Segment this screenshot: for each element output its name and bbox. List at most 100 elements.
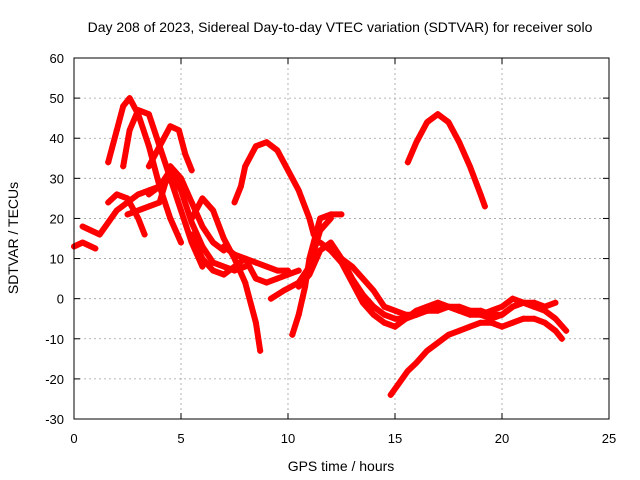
data-point xyxy=(317,215,324,222)
data-point xyxy=(381,303,388,310)
data-point xyxy=(156,183,163,190)
data-point xyxy=(257,347,264,354)
data-point xyxy=(124,195,131,202)
data-series xyxy=(71,95,570,398)
data-point xyxy=(424,347,431,354)
data-point xyxy=(466,163,473,170)
data-point xyxy=(466,323,473,330)
data-point xyxy=(252,259,259,266)
data-point xyxy=(178,187,184,194)
data-point xyxy=(396,379,403,386)
data-point xyxy=(434,303,441,310)
data-point xyxy=(434,111,441,118)
data-point xyxy=(79,223,86,230)
data-point xyxy=(182,151,189,158)
data-point xyxy=(509,303,516,310)
data-point xyxy=(317,239,324,246)
data-point xyxy=(349,279,356,286)
data-point xyxy=(135,191,142,198)
data-point xyxy=(113,191,120,198)
y-tick-label: 60 xyxy=(50,51,64,66)
data-point xyxy=(124,211,131,218)
data-point xyxy=(167,167,174,174)
data-point xyxy=(145,203,152,210)
data-point xyxy=(488,307,495,314)
axis-ticks: 0 5 10 15 20 25 -30 -20 -10 0 10 20 30 40 50 60 xyxy=(45,51,616,446)
chart-title: Day 208 of 2023, Sidereal Day-to-day VTE… xyxy=(88,19,593,35)
data-point xyxy=(359,299,366,306)
plot-frame xyxy=(73,57,610,420)
y-tick-label: -10 xyxy=(45,332,64,347)
data-point xyxy=(481,203,488,210)
data-point xyxy=(306,215,313,222)
data-point xyxy=(220,243,227,250)
y-tick-label: 40 xyxy=(50,131,64,146)
data-point xyxy=(252,275,259,282)
data-point xyxy=(285,167,291,174)
data-point xyxy=(263,263,270,270)
data-point xyxy=(188,231,195,238)
data-point xyxy=(413,359,420,366)
data-point xyxy=(477,191,484,198)
data-point xyxy=(274,275,281,282)
data-point xyxy=(295,187,302,194)
data-point xyxy=(231,263,238,270)
data-point xyxy=(563,327,570,334)
data-point xyxy=(145,143,152,150)
data-point xyxy=(188,167,195,174)
data-point xyxy=(404,367,411,374)
data-point xyxy=(370,287,377,294)
series-arc-18 xyxy=(387,315,565,398)
x-tick-label: 10 xyxy=(281,431,295,446)
data-point xyxy=(488,319,495,326)
data-point xyxy=(317,247,324,254)
data-point xyxy=(413,139,420,146)
data-point xyxy=(552,315,559,322)
y-tick-label: 20 xyxy=(50,211,64,226)
data-point xyxy=(520,315,527,322)
data-point xyxy=(499,303,505,310)
data-point xyxy=(327,247,334,254)
data-point xyxy=(210,259,217,266)
data-point xyxy=(105,219,112,226)
data-point xyxy=(499,311,505,318)
y-tick-label: 0 xyxy=(57,292,64,307)
x-tick-label: 0 xyxy=(70,431,77,446)
data-point xyxy=(327,239,334,246)
data-point xyxy=(210,207,217,214)
data-point xyxy=(295,311,302,318)
data-point xyxy=(295,267,302,274)
data-point xyxy=(167,215,174,222)
data-point xyxy=(349,263,356,270)
data-point xyxy=(445,331,452,338)
data-point xyxy=(263,139,270,146)
data-point xyxy=(477,311,484,318)
data-point xyxy=(392,323,398,330)
data-point xyxy=(252,319,259,326)
x-tick-label: 20 xyxy=(495,431,509,446)
data-point xyxy=(199,195,206,202)
data-point xyxy=(88,243,95,250)
data-point xyxy=(145,191,152,198)
series-arc-19 xyxy=(404,111,488,210)
series-arc-12 xyxy=(231,139,317,238)
y-axis-title: SDTVAR / TECUs xyxy=(5,182,21,294)
data-point xyxy=(113,207,120,214)
data-point xyxy=(120,103,127,110)
data-point xyxy=(120,163,127,170)
data-point xyxy=(220,263,227,270)
data-point xyxy=(274,267,281,274)
data-point xyxy=(141,231,148,238)
data-point xyxy=(274,147,281,154)
data-point xyxy=(289,331,296,338)
data-point xyxy=(456,327,463,334)
y-tick-label: -30 xyxy=(45,412,64,427)
data-point xyxy=(424,119,431,126)
data-point xyxy=(509,295,516,302)
data-point xyxy=(167,123,174,130)
data-point xyxy=(135,107,142,114)
data-point xyxy=(199,223,206,230)
data-point xyxy=(242,279,249,286)
data-point xyxy=(552,327,559,334)
data-point xyxy=(263,279,270,286)
